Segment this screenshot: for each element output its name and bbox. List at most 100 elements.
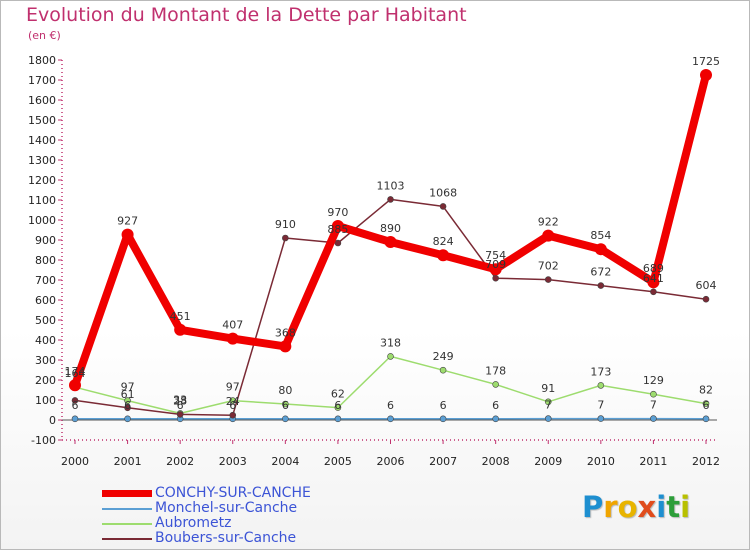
data-point <box>334 239 342 247</box>
data-label: 97 <box>226 381 240 394</box>
legend-swatch <box>102 508 152 510</box>
data-point <box>387 415 394 423</box>
y-tick-label: 300 <box>35 354 56 367</box>
y-tick-label: 1000 <box>28 214 56 227</box>
data-label: 61 <box>121 388 135 401</box>
data-point <box>279 340 292 353</box>
data-label: 689 <box>643 262 664 275</box>
x-tick-label: 2010 <box>587 455 615 468</box>
data-point <box>69 379 81 392</box>
y-tick-label: 1500 <box>28 114 56 127</box>
data-point <box>334 415 342 423</box>
data-label: 62 <box>331 388 345 401</box>
data-label: 6 <box>492 399 499 412</box>
data-point <box>229 397 237 404</box>
data-label: 451 <box>170 310 191 323</box>
data-point <box>650 288 657 296</box>
x-tick-label: 2008 <box>482 455 510 468</box>
data-label: 854 <box>590 229 611 242</box>
data-label: 6 <box>229 399 236 412</box>
data-label: 368 <box>275 326 296 339</box>
data-point <box>594 243 607 256</box>
data-point <box>542 229 555 242</box>
data-label: 927 <box>117 215 138 228</box>
data-label: 33 <box>173 393 187 406</box>
data-label: 890 <box>380 222 401 235</box>
logo-letter: o <box>617 490 638 524</box>
data-label: 885 <box>327 223 348 236</box>
x-tick-label: 2004 <box>271 455 299 468</box>
x-tick-label: 2000 <box>61 455 89 468</box>
y-tick-label: 900 <box>35 234 56 247</box>
data-label: 407 <box>222 319 243 332</box>
data-point <box>226 332 239 345</box>
data-point <box>702 415 710 423</box>
data-label: 318 <box>380 336 401 349</box>
data-point <box>702 400 710 407</box>
data-point <box>124 397 131 404</box>
logo-letter: t <box>666 490 681 524</box>
data-point <box>176 411 184 418</box>
data-point <box>387 353 394 360</box>
data-label: 709 <box>485 258 506 271</box>
data-label: 6 <box>282 399 289 412</box>
data-label: 922 <box>538 216 559 229</box>
data-label: 173 <box>590 365 611 378</box>
legend-label: Boubers-sur-Canche <box>155 530 297 546</box>
data-point <box>492 274 499 282</box>
data-point <box>282 400 289 408</box>
data-label: 672 <box>590 266 611 279</box>
logo-letter: i <box>680 490 691 524</box>
y-tick-label: 1700 <box>28 74 56 87</box>
y-tick-label: 1400 <box>28 134 56 147</box>
data-point <box>437 249 450 262</box>
data-point <box>387 196 394 203</box>
data-label: 702 <box>538 260 559 273</box>
y-tick-label: 800 <box>35 254 56 267</box>
data-point <box>124 415 131 423</box>
data-point <box>544 415 552 422</box>
data-point <box>439 366 447 374</box>
logo-letter: P <box>582 490 604 524</box>
data-point <box>174 323 187 336</box>
logo-letter: x <box>637 490 657 524</box>
data-label: 641 <box>643 272 664 285</box>
x-tick-label: 2002 <box>166 455 194 468</box>
data-point <box>334 404 342 411</box>
data-label: 97 <box>121 381 135 394</box>
proxiti-logo: Proxiti <box>582 490 690 524</box>
data-point <box>331 220 344 232</box>
x-tick-label: 2012 <box>692 455 720 468</box>
data-point <box>439 203 447 210</box>
chart-series <box>69 69 712 423</box>
data-point <box>597 415 605 422</box>
chart-title: Evolution du Montant de la Dette par Hab… <box>26 4 467 26</box>
y-tick-label: 100 <box>35 394 56 407</box>
data-label: 6 <box>703 399 710 412</box>
y-tick-label: 200 <box>35 374 56 387</box>
data-point <box>544 276 552 283</box>
data-point <box>439 415 447 423</box>
data-label: 174 <box>65 365 86 378</box>
data-label: 6 <box>124 399 131 412</box>
chart-subtitle: (en €) <box>28 29 61 42</box>
y-tick-label: 1300 <box>28 154 56 167</box>
data-point <box>702 295 710 303</box>
data-point <box>650 390 657 398</box>
x-tick-label: 2007 <box>429 455 457 468</box>
data-label: 6 <box>177 399 184 412</box>
data-point <box>489 263 502 276</box>
data-label: 249 <box>433 350 454 363</box>
data-label: 82 <box>699 384 713 397</box>
data-point <box>597 282 605 289</box>
data-point <box>650 415 657 422</box>
data-point <box>124 404 131 412</box>
data-label: 1103 <box>377 179 405 192</box>
data-point <box>71 397 79 404</box>
x-tick-label: 2003 <box>219 455 247 468</box>
data-label: 7 <box>650 399 657 412</box>
y-tick-label: 1200 <box>28 174 56 187</box>
data-point <box>492 381 499 388</box>
legend-swatch <box>102 523 152 525</box>
